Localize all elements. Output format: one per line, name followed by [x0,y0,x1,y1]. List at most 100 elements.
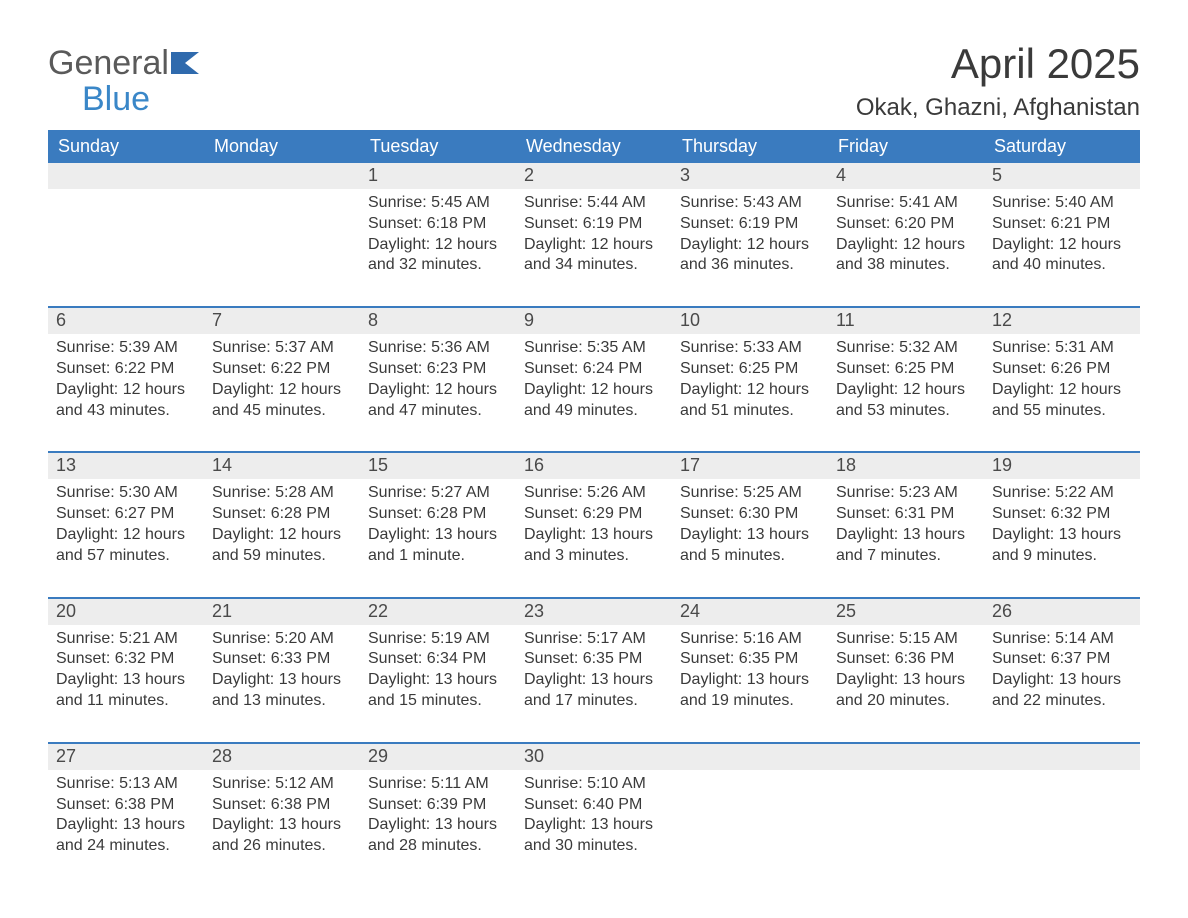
sunrise-text: Sunrise: 5:20 AM [212,629,352,650]
day-cell: Sunrise: 5:11 AMSunset: 6:39 PMDaylight:… [360,770,516,867]
daylight-text: Daylight: 12 hours and 38 minutes. [836,235,976,277]
day-cell [828,770,984,867]
daylight-text: Daylight: 12 hours and 40 minutes. [992,235,1132,277]
sunset-text: Sunset: 6:25 PM [836,359,976,380]
daylight-text: Daylight: 12 hours and 36 minutes. [680,235,820,277]
sunrise-text: Sunrise: 5:16 AM [680,629,820,650]
sunset-text: Sunset: 6:25 PM [680,359,820,380]
day-number-row: 6789101112 [48,307,1140,334]
day-number: 18 [828,452,984,479]
sunset-text: Sunset: 6:20 PM [836,214,976,235]
sunrise-text: Sunrise: 5:37 AM [212,338,352,359]
day-cell: Sunrise: 5:20 AMSunset: 6:33 PMDaylight:… [204,625,360,743]
day-number [48,163,204,189]
weekday-header: Wednesday [516,130,672,163]
calendar-table: Sunday Monday Tuesday Wednesday Thursday… [48,130,1140,867]
day-number: 14 [204,452,360,479]
day-number: 29 [360,743,516,770]
month-title: April 2025 [856,40,1140,88]
day-cell [48,189,204,307]
daylight-text: Daylight: 12 hours and 32 minutes. [368,235,508,277]
sunset-text: Sunset: 6:37 PM [992,649,1132,670]
daylight-text: Daylight: 12 hours and 43 minutes. [56,380,196,422]
day-cell [204,189,360,307]
sunrise-text: Sunrise: 5:33 AM [680,338,820,359]
sunset-text: Sunset: 6:19 PM [680,214,820,235]
day-number-row: 12345 [48,163,1140,189]
daylight-text: Daylight: 13 hours and 20 minutes. [836,670,976,712]
day-cell: Sunrise: 5:44 AMSunset: 6:19 PMDaylight:… [516,189,672,307]
sunset-text: Sunset: 6:30 PM [680,504,820,525]
daylight-text: Daylight: 13 hours and 17 minutes. [524,670,664,712]
day-details-row: Sunrise: 5:45 AMSunset: 6:18 PMDaylight:… [48,189,1140,307]
day-number: 28 [204,743,360,770]
day-number [984,743,1140,770]
sunrise-text: Sunrise: 5:40 AM [992,193,1132,214]
daylight-text: Daylight: 12 hours and 55 minutes. [992,380,1132,422]
sunrise-text: Sunrise: 5:23 AM [836,483,976,504]
daylight-text: Daylight: 13 hours and 5 minutes. [680,525,820,567]
day-number: 26 [984,598,1140,625]
sunset-text: Sunset: 6:39 PM [368,795,508,816]
daylight-text: Daylight: 13 hours and 26 minutes. [212,815,352,857]
logo-flag-icon [171,46,199,82]
logo-blue: Blue [82,80,150,118]
sunset-text: Sunset: 6:38 PM [212,795,352,816]
day-cell: Sunrise: 5:19 AMSunset: 6:34 PMDaylight:… [360,625,516,743]
logo-general: General [48,44,169,82]
daylight-text: Daylight: 13 hours and 13 minutes. [212,670,352,712]
weekday-header: Monday [204,130,360,163]
day-cell: Sunrise: 5:39 AMSunset: 6:22 PMDaylight:… [48,334,204,452]
weekday-header: Friday [828,130,984,163]
day-cell: Sunrise: 5:41 AMSunset: 6:20 PMDaylight:… [828,189,984,307]
day-number: 21 [204,598,360,625]
weekday-header: Thursday [672,130,828,163]
weekday-header: Tuesday [360,130,516,163]
daylight-text: Daylight: 12 hours and 51 minutes. [680,380,820,422]
sunset-text: Sunset: 6:19 PM [524,214,664,235]
day-cell [984,770,1140,867]
sunrise-text: Sunrise: 5:41 AM [836,193,976,214]
page-header: General Blue April 2025 Okak, Ghazni, Af… [48,40,1140,122]
sunset-text: Sunset: 6:23 PM [368,359,508,380]
day-number: 1 [360,163,516,189]
day-number: 7 [204,307,360,334]
daylight-text: Daylight: 12 hours and 34 minutes. [524,235,664,277]
sunrise-text: Sunrise: 5:39 AM [56,338,196,359]
day-number [672,743,828,770]
day-cell: Sunrise: 5:33 AMSunset: 6:25 PMDaylight:… [672,334,828,452]
sunrise-text: Sunrise: 5:21 AM [56,629,196,650]
day-number: 17 [672,452,828,479]
sunrise-text: Sunrise: 5:28 AM [212,483,352,504]
day-cell: Sunrise: 5:32 AMSunset: 6:25 PMDaylight:… [828,334,984,452]
sunrise-text: Sunrise: 5:22 AM [992,483,1132,504]
day-cell: Sunrise: 5:13 AMSunset: 6:38 PMDaylight:… [48,770,204,867]
day-number: 8 [360,307,516,334]
day-cell: Sunrise: 5:28 AMSunset: 6:28 PMDaylight:… [204,479,360,597]
daylight-text: Daylight: 12 hours and 49 minutes. [524,380,664,422]
logo: General Blue [48,40,199,117]
sunset-text: Sunset: 6:27 PM [56,504,196,525]
day-number: 11 [828,307,984,334]
sunset-text: Sunset: 6:22 PM [56,359,196,380]
sunset-text: Sunset: 6:35 PM [524,649,664,670]
sunset-text: Sunset: 6:32 PM [992,504,1132,525]
daylight-text: Daylight: 12 hours and 47 minutes. [368,380,508,422]
day-number: 6 [48,307,204,334]
day-cell [672,770,828,867]
daylight-text: Daylight: 12 hours and 53 minutes. [836,380,976,422]
day-number: 15 [360,452,516,479]
day-number-row: 27282930 [48,743,1140,770]
sunset-text: Sunset: 6:21 PM [992,214,1132,235]
sunrise-text: Sunrise: 5:44 AM [524,193,664,214]
day-number: 12 [984,307,1140,334]
day-number: 10 [672,307,828,334]
daylight-text: Daylight: 13 hours and 28 minutes. [368,815,508,857]
sunrise-text: Sunrise: 5:13 AM [56,774,196,795]
day-number-row: 13141516171819 [48,452,1140,479]
day-number: 20 [48,598,204,625]
day-cell: Sunrise: 5:12 AMSunset: 6:38 PMDaylight:… [204,770,360,867]
day-cell: Sunrise: 5:35 AMSunset: 6:24 PMDaylight:… [516,334,672,452]
sunrise-text: Sunrise: 5:27 AM [368,483,508,504]
daylight-text: Daylight: 13 hours and 19 minutes. [680,670,820,712]
